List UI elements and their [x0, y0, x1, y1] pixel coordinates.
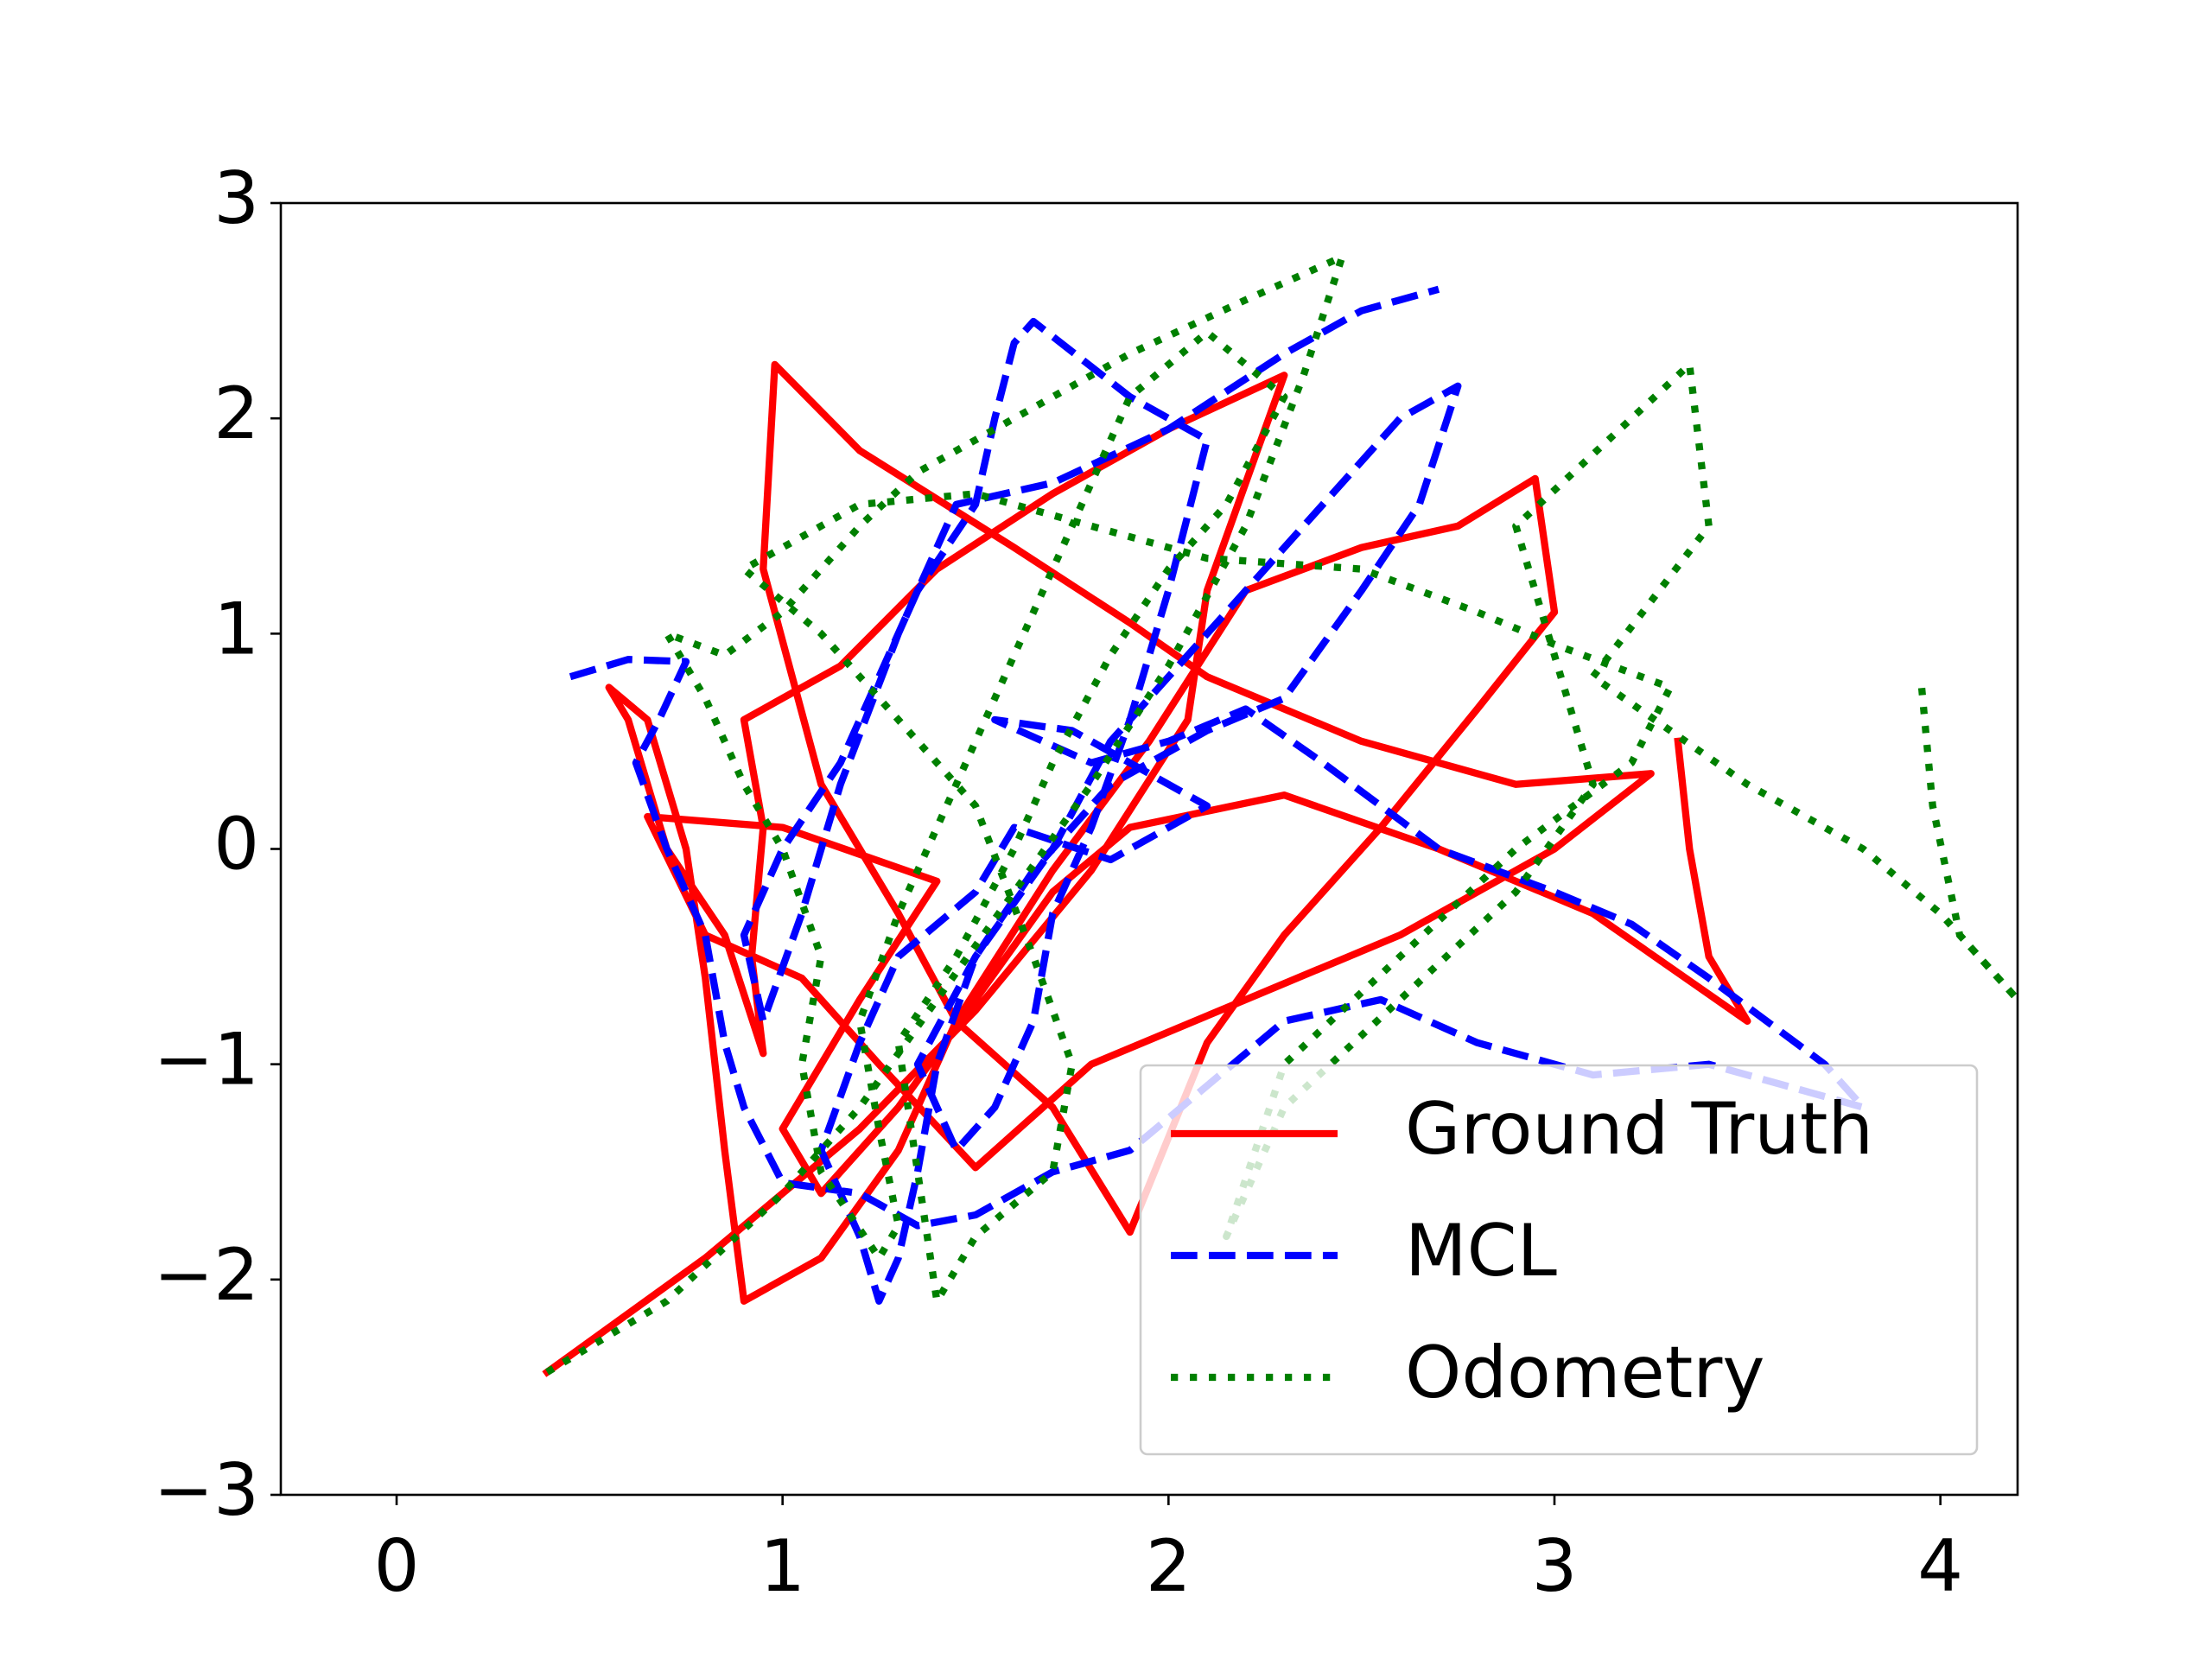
y-tick-label: −1: [154, 1018, 259, 1102]
legend: Ground Truth MCL Odometry: [1139, 1064, 1979, 1456]
legend-label: Odometry: [1405, 1331, 1765, 1414]
x-tick-label: 2: [1146, 1524, 1192, 1608]
y-tick-label: 1: [213, 587, 259, 671]
y-tick-label: −3: [154, 1448, 259, 1532]
y-tick-label: 2: [213, 372, 259, 455]
legend-label: Ground Truth: [1405, 1087, 1873, 1171]
legend-label: MCL: [1405, 1209, 1557, 1293]
x-tick-label: 4: [1917, 1524, 1963, 1608]
y-tick-label: −2: [154, 1233, 259, 1317]
y-tick-label: 0: [213, 802, 259, 886]
legend-box: [1139, 1064, 1979, 1456]
x-tick-label: 1: [760, 1524, 805, 1608]
y-tick-label: 3: [213, 156, 259, 240]
axes: 0 1 2 3 4 −3 −2 −1 0 1 2 3: [154, 156, 1963, 1608]
x-tick-label: 3: [1532, 1524, 1578, 1608]
x-tick-label: 0: [374, 1524, 420, 1608]
